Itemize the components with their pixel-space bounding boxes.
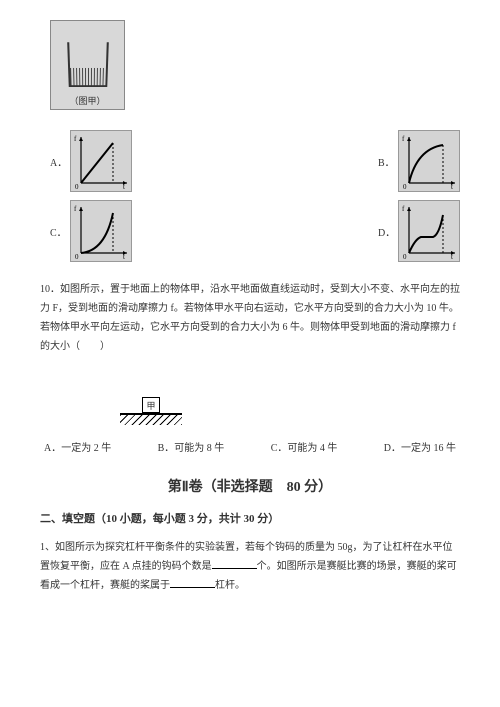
- option-A: A． t f 0: [50, 130, 132, 192]
- option-B: B． t f 0: [378, 130, 460, 192]
- question-10: 10．如图所示，置于地面上的物体甲，沿水平地面做直线运动时，受到大小不变、水平向…: [40, 280, 460, 356]
- fill-blank-header: 二、填空题（10 小题，每小题 3 分，共计 30 分）: [40, 510, 460, 526]
- q10-option-C: C．可能为 4 牛: [271, 439, 338, 454]
- svg-text:f: f: [74, 205, 77, 213]
- option-C: C． t f 0: [50, 200, 132, 262]
- fill-q1-part-c: 杠杆。: [215, 580, 245, 591]
- graph-C: t f 0: [70, 200, 132, 262]
- ground-hatch: [120, 415, 182, 425]
- svg-text:t: t: [451, 253, 453, 261]
- graph-options-row-1: A． t f 0 B． t: [50, 130, 460, 192]
- blank-1: [212, 559, 257, 569]
- q10-option-A: A．一定为 2 牛: [44, 439, 111, 454]
- section-2-title: 第Ⅱ卷（非选择题 80 分）: [40, 476, 460, 496]
- axis-x-label: t: [123, 183, 125, 191]
- option-C-label: C．: [50, 224, 64, 239]
- question-figure-cup: （图甲）: [50, 20, 125, 110]
- svg-text:t: t: [123, 253, 125, 261]
- svg-text:0: 0: [75, 253, 79, 261]
- question-10-options: A．一定为 2 牛 B．可能为 8 牛 C．可能为 4 牛 D．一定为 16 牛: [44, 439, 456, 454]
- graph-B: t f 0: [398, 130, 460, 192]
- cup-shape: [67, 42, 109, 87]
- svg-text:0: 0: [403, 253, 407, 261]
- option-D-label: D．: [378, 224, 392, 239]
- option-A-label: A．: [50, 154, 64, 169]
- option-B-label: B．: [378, 154, 392, 169]
- block-jia: 甲: [142, 397, 160, 413]
- graph-D: t f 0: [398, 200, 460, 262]
- svg-text:t: t: [451, 183, 453, 191]
- axis-y-label: f: [74, 135, 77, 143]
- q10-option-D: D．一定为 16 牛: [384, 439, 456, 454]
- fill-question-1: 1、如图所示为探究杠杆平衡条件的实验装置，若每个钩码的质量为 50g，为了让杠杆…: [40, 538, 460, 595]
- svg-text:0: 0: [403, 183, 407, 191]
- svg-text:f: f: [402, 205, 405, 213]
- figure-caption: （图甲）: [51, 94, 124, 107]
- block-label: 甲: [146, 399, 155, 412]
- graph-A: t f 0: [70, 130, 132, 192]
- blank-2: [170, 578, 215, 588]
- question-10-text: 10．如图所示，置于地面上的物体甲，沿水平地面做直线运动时，受到大小不变、水平向…: [40, 284, 460, 352]
- svg-text:f: f: [402, 135, 405, 143]
- option-D: D． t f 0: [378, 200, 460, 262]
- graph-options-row-2: C． t f 0 D． t: [50, 200, 460, 262]
- svg-text:0: 0: [75, 183, 79, 191]
- question-10-figure: 甲: [120, 370, 182, 425]
- q10-option-B: B．可能为 8 牛: [158, 439, 225, 454]
